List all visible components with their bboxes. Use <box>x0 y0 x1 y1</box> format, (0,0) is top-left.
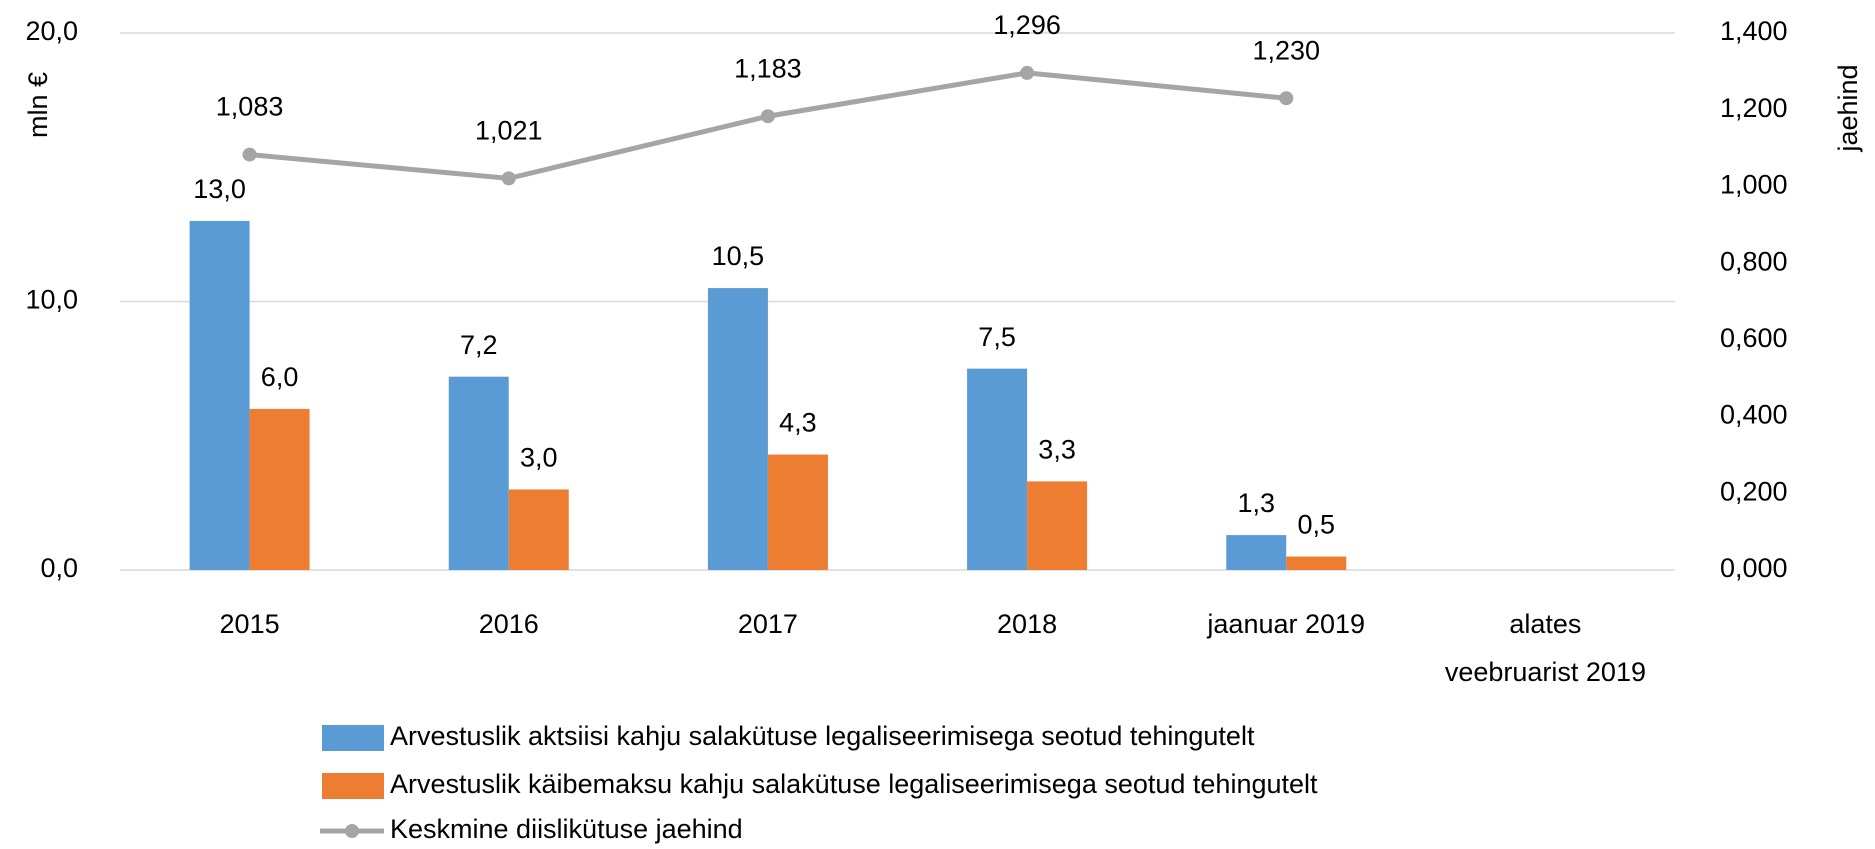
line-marker <box>1020 65 1035 80</box>
bar <box>1027 481 1088 570</box>
data-label: 4,3 <box>779 408 817 438</box>
x-tick-label: 2015 <box>220 609 280 639</box>
line <box>249 70 1287 181</box>
data-label: 3,0 <box>520 443 558 473</box>
bar <box>508 489 569 570</box>
legend-swatch <box>322 725 384 751</box>
y2-tick-label: 0,400 <box>1720 400 1788 430</box>
bar <box>249 408 310 570</box>
data-label: 7,5 <box>978 322 1016 352</box>
x-tick-label: jaanuar 2019 <box>1206 609 1365 639</box>
y2-tick-label: 0,800 <box>1720 246 1788 276</box>
legend-label: Keskmine diislikütuse jaehind <box>390 814 743 844</box>
y2-tick-label: 1,200 <box>1720 93 1788 123</box>
legend-label: Arvestuslik aktsiisi kahju salakütuse le… <box>390 721 1255 751</box>
x-tick-label: 2017 <box>738 609 798 639</box>
data-label: 0,5 <box>1297 510 1335 540</box>
data-label: 10,5 <box>712 241 765 271</box>
data-label: 1,230 <box>1252 35 1320 65</box>
line-marker <box>501 171 516 186</box>
data-label: 1,083 <box>216 92 284 122</box>
bar <box>767 454 828 570</box>
y-axis-label: mln € <box>23 72 53 138</box>
x-tick-label: 2018 <box>997 609 1057 639</box>
data-label: 3,3 <box>1038 435 1076 465</box>
y2-tick-label: 0,600 <box>1720 323 1788 353</box>
line-marker <box>1279 91 1294 106</box>
x-tick-label: 2016 <box>479 609 539 639</box>
y2-tick-label: 0,200 <box>1720 476 1788 506</box>
bar <box>1226 535 1287 570</box>
line-marker <box>760 109 775 124</box>
y-tick-label: 20,0 <box>25 16 78 46</box>
data-label: 6,0 <box>261 362 299 392</box>
data-label: 1,296 <box>993 10 1061 40</box>
bar <box>707 288 768 570</box>
bar <box>967 368 1028 570</box>
bar <box>1286 556 1347 570</box>
data-label: 7,2 <box>460 330 498 360</box>
y2-tick-label: 0,000 <box>1720 553 1788 583</box>
y2-axis-label: jaehind <box>1833 64 1863 152</box>
x-tick-label: alates veebruarist 2019 <box>1445 609 1646 687</box>
data-label: 1,3 <box>1237 488 1275 518</box>
data-label: 1,183 <box>734 53 802 83</box>
y-tick-label: 0,0 <box>40 553 78 583</box>
bar <box>448 376 509 570</box>
legend-label: Arvestuslik käibemaksu kahju salakütuse … <box>390 769 1318 799</box>
data-label: 1,021 <box>475 115 543 145</box>
legend-swatch <box>345 824 359 838</box>
y2-tick-label: 1,000 <box>1720 170 1788 200</box>
line-marker <box>242 147 257 162</box>
bar <box>189 220 250 570</box>
y-tick-label: 10,0 <box>25 285 78 315</box>
y2-tick-label: 1,400 <box>1720 16 1788 46</box>
legend-swatch <box>322 773 384 799</box>
data-label: 13,0 <box>193 174 246 204</box>
